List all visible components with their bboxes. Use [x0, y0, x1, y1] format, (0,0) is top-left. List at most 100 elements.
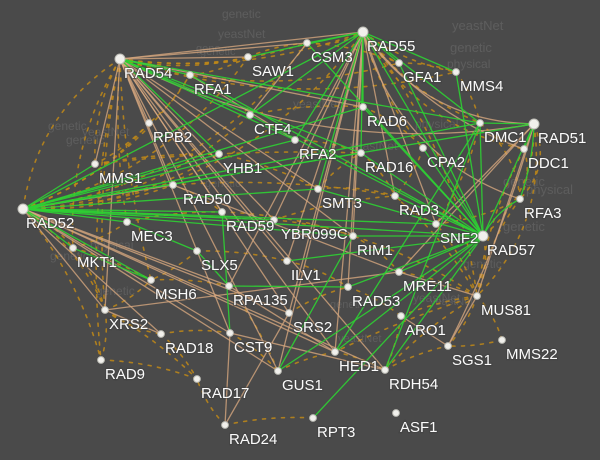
edge-genetic-interaction-RAD16-RAD3	[360, 152, 396, 197]
edge-genetic-interaction-MUS81-RFA3	[476, 198, 521, 297]
gene-label-SRS2: SRS2	[293, 319, 332, 336]
edge-genetic-interaction-RAD54-XRS2	[101, 58, 121, 311]
edge-genetic-interaction-SRS2-RAD53	[288, 286, 349, 314]
gene-node-MSH6[interactable]	[147, 276, 155, 284]
gene-label-SMT3: SMT3	[322, 195, 362, 212]
edge-co-expression-RAD55-DMC1	[362, 31, 481, 124]
gene-node-RAD59[interactable]	[218, 208, 226, 216]
gene-node-RFA1[interactable]	[186, 71, 194, 79]
gene-node-MUS81[interactable]	[473, 292, 481, 300]
gene-node-RAD52[interactable]	[17, 203, 29, 215]
gene-node-RAD18[interactable]	[157, 330, 165, 338]
gene-node-RAD55[interactable]	[357, 26, 369, 38]
gene-node-RIM1[interactable]	[349, 232, 357, 240]
gene-node-GFA1[interactable]	[395, 59, 403, 67]
gene-node-DDC1[interactable]	[520, 145, 528, 153]
edge-co-expression-RAD51-RFA3	[519, 123, 535, 200]
gene-label-RFA3: RFA3	[524, 205, 562, 222]
gene-node-DMC1[interactable]	[476, 119, 484, 127]
gene-node-MKT1[interactable]	[69, 244, 77, 252]
edge-physical-interaction-RAD54-RIM1	[119, 58, 354, 237]
edge-genetic-interaction-CST9-GUS1	[229, 332, 279, 372]
gene-node-ILV1[interactable]	[283, 257, 291, 265]
gene-node-ASF1[interactable]	[392, 409, 400, 417]
gene-node-RAD16[interactable]	[357, 149, 365, 157]
edge-physical-interaction-CSM3-CTF4	[249, 42, 308, 116]
edge-physical-interaction-RAD52-CST9	[22, 208, 231, 334]
gene-node-RPA135[interactable]	[225, 282, 233, 290]
edge-genetic-interaction-MUS81-MMS22	[476, 295, 503, 341]
gene-node-RAD17[interactable]	[193, 375, 201, 383]
gene-label-MMS4: MMS4	[460, 78, 503, 95]
gene-node-RAD53[interactable]	[344, 283, 352, 291]
node-layer	[17, 26, 540, 429]
edge-genetic-interaction-GFA1-MMS4	[398, 62, 457, 73]
edge-genetic-interaction-MUS81-SGS1	[447, 295, 478, 347]
gene-node-RFA3[interactable]	[516, 195, 524, 203]
edge-genetic-interaction-RIM1-MRE11	[352, 235, 400, 273]
gene-node-MEC3[interactable]	[123, 218, 131, 226]
edge-co-expression-RAD57-HED1	[334, 235, 484, 353]
edge-physical-interaction-RAD54-YBR099C	[119, 58, 275, 221]
gene-label-GUS1: GUS1	[282, 377, 323, 394]
edge-genetic-interaction-DDC1-DMC1	[479, 122, 525, 150]
gene-node-CST9[interactable]	[226, 329, 234, 337]
gene-node-RAD51[interactable]	[528, 118, 540, 130]
gene-label-RAD59: RAD59	[226, 218, 274, 235]
gene-node-GUS1[interactable]	[274, 367, 282, 375]
watermark-text: genetic	[503, 219, 545, 234]
gene-node-ARO1[interactable]	[397, 312, 405, 320]
edge-physical-interaction-RAD52-RAD18	[22, 208, 162, 335]
gene-node-SLX5[interactable]	[193, 247, 201, 255]
edge-co-expression-RAD54-RAD16	[119, 58, 362, 154]
gene-node-CPA2[interactable]	[419, 144, 427, 152]
gene-node-RAD24[interactable]	[221, 421, 229, 429]
gene-node-YBR099C[interactable]	[270, 216, 278, 224]
gene-node-YHB1[interactable]	[215, 150, 223, 158]
gene-node-SRS2[interactable]	[285, 309, 293, 317]
gene-node-RFA2[interactable]	[291, 136, 299, 144]
gene-label-RAD3: RAD3	[399, 202, 439, 219]
gene-node-MMS22[interactable]	[498, 336, 506, 344]
watermark-text: genetic	[96, 284, 135, 298]
gene-node-MMS1[interactable]	[91, 160, 99, 168]
gene-node-SNF2[interactable]	[432, 220, 440, 228]
gene-node-XRS2[interactable]	[101, 306, 109, 314]
gene-node-HED1[interactable]	[331, 348, 339, 356]
edge-co-expression-RAD57-RAD53	[347, 235, 484, 288]
gene-node-CSM3[interactable]	[303, 39, 311, 47]
edge-co-expression-RAD55-CTF4	[249, 31, 364, 116]
edge-co-expression-RAD52-DMC1	[22, 122, 481, 210]
gene-node-RAD50[interactable]	[169, 181, 177, 189]
gene-node-CTF4[interactable]	[246, 111, 254, 119]
gene-node-RAD9[interactable]	[97, 356, 105, 364]
edge-physical-interaction-XRS2-RAD18	[104, 309, 162, 335]
watermark-text: genetic	[48, 119, 87, 133]
gene-label-GFA1: GFA1	[403, 69, 441, 86]
gene-label-MRE11: MRE11	[403, 278, 452, 295]
gene-label-RPB2: RPB2	[153, 129, 192, 146]
gene-label-RAD16: RAD16	[365, 159, 413, 176]
gene-label-CPA2: CPA2	[427, 154, 465, 171]
gene-node-RAD6[interactable]	[359, 103, 367, 111]
gene-node-SGS1[interactable]	[444, 342, 452, 350]
gene-node-MMS4[interactable]	[452, 68, 460, 76]
edge-physical-interaction-XRS2-MRE11	[104, 271, 400, 311]
gene-node-RPB2[interactable]	[145, 119, 153, 127]
edge-genetic-interaction-XRS2-RAD17	[104, 309, 198, 380]
gene-node-MRE11[interactable]	[395, 268, 403, 276]
gene-node-RAD57[interactable]	[477, 230, 489, 242]
gene-node-RDH54[interactable]	[381, 366, 389, 374]
edge-co-expression-RAD57-RAD55	[362, 31, 484, 237]
edge-co-expression-RAD57-RAD6	[362, 106, 484, 237]
edge-genetic-interaction-RFA3-SNF2	[435, 198, 521, 225]
gene-node-RPT3[interactable]	[309, 414, 317, 422]
edge-physical-interaction-RAD50-MRE11	[172, 184, 400, 273]
gene-label-RAD24: RAD24	[229, 431, 277, 448]
gene-node-SMT3[interactable]	[314, 185, 322, 193]
gene-node-RAD54[interactable]	[114, 53, 126, 65]
edge-genetic-interaction-RAD55-MUS81	[362, 31, 478, 297]
gene-node-SAW1[interactable]	[244, 53, 252, 61]
gene-node-RAD3[interactable]	[391, 192, 399, 200]
